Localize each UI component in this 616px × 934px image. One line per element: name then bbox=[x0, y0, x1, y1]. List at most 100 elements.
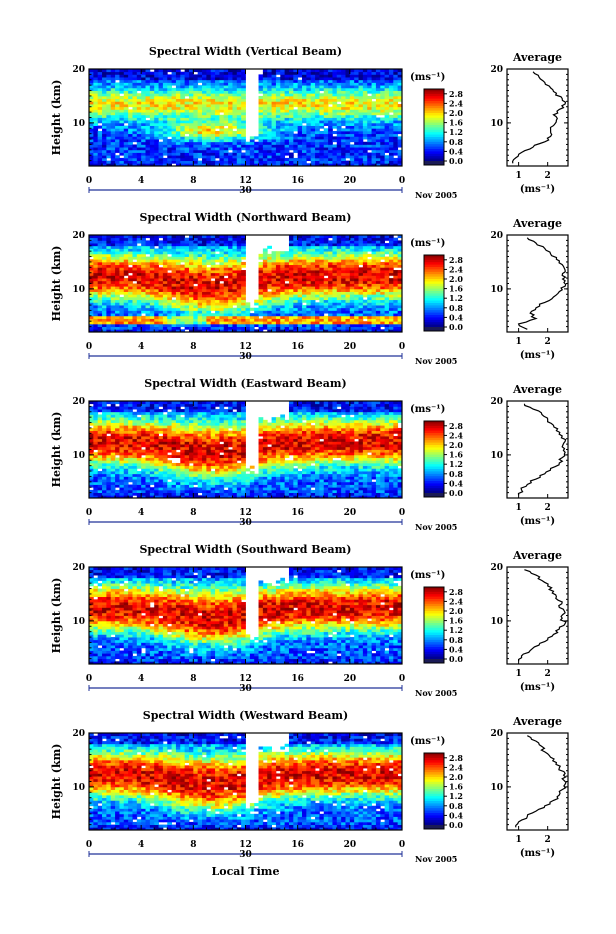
heatmap-cell bbox=[119, 147, 124, 150]
heatmap-cell bbox=[215, 104, 220, 107]
heatmap-cell bbox=[289, 77, 294, 80]
heatmap-cell bbox=[332, 96, 337, 99]
heatmap-cell bbox=[141, 101, 146, 104]
heatmap-cell bbox=[106, 259, 111, 262]
heatmap-cell bbox=[350, 305, 355, 308]
heatmap-cell bbox=[185, 300, 190, 303]
heatmap-cell bbox=[289, 257, 294, 260]
heatmap-cell bbox=[115, 281, 120, 284]
heatmap-cell bbox=[237, 289, 242, 292]
heatmap-cell bbox=[163, 120, 168, 123]
heatmap-cell bbox=[176, 144, 181, 147]
heatmap-cell bbox=[176, 104, 181, 107]
heatmap-cell bbox=[385, 238, 390, 241]
heatmap-cell bbox=[124, 115, 129, 118]
heatmap-cell bbox=[241, 107, 246, 110]
heatmap-cell bbox=[163, 118, 168, 121]
heatmap-cell bbox=[224, 72, 229, 75]
heatmap-cell bbox=[154, 294, 159, 297]
heatmap-cell bbox=[363, 289, 368, 292]
heatmap-cell bbox=[241, 120, 246, 123]
heatmap-cell bbox=[211, 257, 216, 260]
heatmap-cell bbox=[98, 96, 103, 99]
heatmap-cell bbox=[302, 136, 307, 139]
heatmap-cell bbox=[267, 316, 272, 319]
heatmap-cell bbox=[172, 139, 177, 142]
heatmap-cell bbox=[267, 93, 272, 96]
heatmap-cell bbox=[363, 327, 368, 330]
heatmap-cell bbox=[154, 262, 159, 265]
heatmap-cell bbox=[189, 254, 194, 257]
heatmap-cell bbox=[272, 310, 277, 313]
heatmap-cell bbox=[172, 104, 177, 107]
heatmap-cell bbox=[124, 262, 129, 265]
heatmap-cell bbox=[341, 248, 346, 251]
heatmap-cell bbox=[185, 321, 190, 324]
heatmap-cell bbox=[206, 123, 211, 126]
heatmap-cell bbox=[119, 308, 124, 311]
heatmap-cell bbox=[154, 273, 159, 276]
heatmap-cell bbox=[106, 161, 111, 164]
heatmap-cell bbox=[206, 248, 211, 251]
heatmap-cell bbox=[324, 286, 329, 289]
heatmap-cell bbox=[232, 99, 237, 102]
heatmap-cell bbox=[219, 259, 224, 262]
heatmap-cell bbox=[111, 158, 116, 161]
heatmap-cell bbox=[267, 267, 272, 270]
heatmap-cell bbox=[267, 85, 272, 88]
heatmap-cell bbox=[376, 91, 381, 94]
heatmap-cell bbox=[380, 267, 385, 270]
heatmap-cell bbox=[150, 115, 155, 118]
heatmap-cell bbox=[328, 308, 333, 311]
heatmap-cell bbox=[167, 305, 172, 308]
heatmap-cell bbox=[146, 80, 151, 83]
heatmap-cell bbox=[189, 158, 194, 161]
heatmap-cell bbox=[302, 88, 307, 91]
heatmap-cell bbox=[380, 131, 385, 134]
heatmap-cell bbox=[93, 284, 98, 287]
heatmap-cell bbox=[293, 324, 298, 327]
heatmap-cell bbox=[380, 107, 385, 110]
heatmap-cell bbox=[254, 319, 259, 322]
heatmap-cell bbox=[363, 240, 368, 243]
heatmap-cell bbox=[119, 270, 124, 273]
heatmap-cell bbox=[385, 262, 390, 265]
heatmap-cell bbox=[132, 254, 137, 257]
heatmap-cell bbox=[259, 82, 264, 85]
heatmap-cell bbox=[328, 313, 333, 316]
heatmap-cell bbox=[163, 115, 168, 118]
heatmap-cell bbox=[246, 308, 251, 311]
heatmap-cell bbox=[128, 147, 133, 150]
heatmap-cell bbox=[328, 153, 333, 156]
heatmap-cell bbox=[211, 101, 216, 104]
heatmap-cell bbox=[285, 251, 290, 254]
heatmap-cell bbox=[354, 275, 359, 278]
heatmap-cell bbox=[167, 91, 172, 94]
heatmap-cell bbox=[202, 115, 207, 118]
heatmap-cell bbox=[150, 118, 155, 121]
heatmap-cell bbox=[132, 313, 137, 316]
heatmap-cell bbox=[193, 240, 198, 243]
heatmap-cell bbox=[232, 316, 237, 319]
heatmap-cell bbox=[215, 118, 220, 121]
heatmap-cell bbox=[237, 262, 242, 265]
heatmap-cell bbox=[389, 289, 394, 292]
heatmap-cell bbox=[163, 281, 168, 284]
heatmap-cell bbox=[341, 316, 346, 319]
heatmap-cell bbox=[150, 128, 155, 131]
heatmap-cell bbox=[306, 74, 311, 77]
heatmap-cell bbox=[337, 243, 342, 246]
heatmap-cell bbox=[280, 136, 285, 139]
heatmap-cell bbox=[93, 153, 98, 156]
heatmap-cell bbox=[150, 278, 155, 281]
heatmap-cell bbox=[363, 118, 368, 121]
heatmap-cell bbox=[302, 289, 307, 292]
heatmap-cell bbox=[267, 275, 272, 278]
heatmap-cell bbox=[289, 286, 294, 289]
heatmap-cell bbox=[376, 316, 381, 319]
heatmap-cell bbox=[176, 161, 181, 164]
heatmap-cell bbox=[293, 120, 298, 123]
heatmap-cell bbox=[154, 115, 159, 118]
heatmap-cell bbox=[385, 91, 390, 94]
heatmap-cell bbox=[285, 77, 290, 80]
